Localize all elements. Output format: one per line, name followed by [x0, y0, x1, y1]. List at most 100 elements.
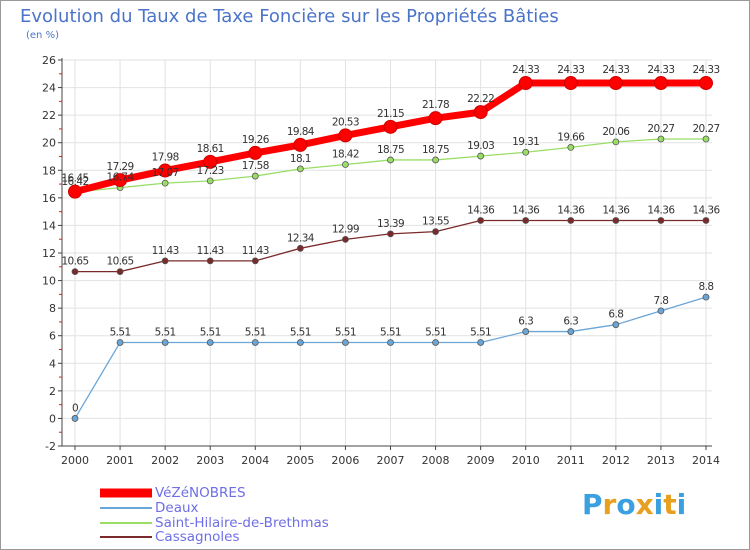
data-label-vezenobres: 17.98: [152, 152, 179, 164]
x-tick-label: 2013: [647, 454, 675, 467]
data-point-deaux: [477, 339, 485, 346]
data-point-cassagnoles: [71, 268, 79, 276]
data-point-cassagnoles: [657, 217, 665, 224]
data-label-vezenobres: 24.33: [692, 64, 719, 76]
data-point-deaux: [657, 307, 665, 315]
data-point-cassagnoles: [296, 244, 304, 252]
data-label-cassagnoles: 14.36: [467, 204, 495, 216]
y-tick-label: 6: [49, 330, 56, 343]
y-tick-label: 10: [42, 275, 56, 288]
data-label-deaux: 0: [72, 402, 78, 414]
x-tick-label: 2007: [377, 454, 405, 467]
x-tick-label: 2002: [151, 454, 179, 467]
x-tick-label: 2012: [602, 454, 630, 467]
data-label-deaux: 5.51: [245, 326, 266, 338]
y-tick-label: -2: [45, 440, 56, 453]
y-tick-label: 22: [42, 109, 56, 122]
x-tick-label: 2001: [106, 454, 134, 467]
data-point-cassagnoles: [387, 230, 394, 238]
data-label-cassagnoles: 13.55: [422, 216, 449, 228]
x-tick-label: 2008: [422, 454, 450, 467]
x-tick-label: 2009: [467, 454, 495, 467]
data-point-vezenobres: [68, 184, 82, 199]
x-tick-label: 2003: [196, 454, 224, 467]
data-point-saint-hilaire: [251, 172, 259, 180]
data-label-saint-hilaire: 20.27: [692, 123, 719, 135]
data-point-deaux: [251, 339, 259, 346]
data-label-saint-hilaire: 20.06: [602, 126, 630, 138]
y-tick-label: 0: [49, 412, 56, 425]
data-point-saint-hilaire: [657, 135, 665, 143]
data-label-deaux: 6.8: [608, 309, 623, 321]
data-point-saint-hilaire: [477, 152, 485, 160]
logo-letter: P: [582, 488, 603, 521]
data-label-saint-hilaire: 16.74: [107, 172, 135, 184]
data-label-deaux: 6.3: [563, 316, 578, 328]
data-label-vezenobres: 20.53: [332, 116, 359, 128]
data-label-vezenobres: 24.33: [602, 64, 629, 76]
data-label-vezenobres: 21.15: [377, 108, 404, 120]
data-label-deaux: 5.51: [425, 326, 446, 338]
data-point-cassagnoles: [612, 217, 620, 224]
data-label-cassagnoles: 14.36: [512, 204, 540, 216]
y-tick-label: 18: [42, 164, 56, 177]
data-point-vezenobres: [293, 137, 308, 152]
x-tick-label: 2010: [512, 454, 540, 467]
data-point-cassagnoles: [251, 257, 259, 265]
data-label-vezenobres: 18.61: [197, 143, 224, 155]
data-label-deaux: 5.51: [155, 326, 176, 338]
data-point-vezenobres: [203, 154, 218, 169]
data-point-saint-hilaire: [296, 165, 304, 173]
data-label-deaux: 5.51: [335, 326, 356, 338]
data-label-cassagnoles: 11.43: [152, 245, 179, 257]
data-point-cassagnoles: [702, 217, 710, 224]
data-point-vezenobres: [113, 173, 128, 188]
x-tick-label: 2006: [331, 454, 359, 467]
data-label-saint-hilaire: 16.42: [61, 176, 88, 188]
data-point-cassagnoles: [477, 217, 485, 224]
data-label-vezenobres: 19.84: [287, 126, 315, 138]
data-label-saint-hilaire: 18.1: [290, 153, 311, 165]
data-point-saint-hilaire: [702, 135, 710, 143]
data-label-deaux: 5.51: [110, 326, 131, 338]
data-label-vezenobres: 24.33: [557, 64, 584, 76]
data-label-cassagnoles: 10.65: [107, 256, 134, 268]
legend-label-deaux: Deaux: [155, 500, 199, 516]
data-label-cassagnoles: 13.39: [377, 218, 404, 230]
x-tick-label: 2000: [61, 454, 89, 467]
data-point-saint-hilaire: [206, 177, 214, 185]
data-label-cassagnoles: 12.99: [332, 223, 359, 235]
data-label-saint-hilaire: 19.66: [557, 131, 585, 143]
data-label-vezenobres: 21.78: [422, 99, 449, 111]
data-point-cassagnoles: [432, 228, 439, 236]
logo-letter: i: [653, 488, 664, 521]
data-point-deaux: [612, 321, 620, 329]
data-label-vezenobres: 16.45: [61, 173, 88, 185]
data-point-vezenobres: [608, 76, 623, 91]
data-point-cassagnoles: [522, 217, 530, 224]
data-point-cassagnoles: [206, 257, 214, 265]
data-label-saint-hilaire: 19.31: [512, 136, 539, 148]
unit-label: (en %): [26, 30, 59, 41]
x-tick-label: 2011: [557, 454, 585, 467]
data-point-deaux: [116, 339, 124, 346]
legend-label-saint-hilaire: Saint-Hilaire-de-Brethmas: [155, 515, 329, 531]
data-point-deaux: [71, 415, 79, 422]
data-point-vezenobres: [518, 76, 533, 91]
data-label-deaux: 5.51: [380, 326, 401, 338]
logo-letter: o: [616, 488, 636, 521]
data-point-cassagnoles: [161, 257, 169, 265]
data-label-deaux: 5.51: [470, 326, 491, 338]
logo-letter: x: [635, 488, 654, 521]
data-label-vezenobres: 17.29: [107, 161, 134, 173]
data-point-deaux: [387, 339, 394, 346]
data-point-vezenobres: [428, 111, 443, 126]
data-point-cassagnoles: [342, 235, 349, 243]
data-point-saint-hilaire: [161, 179, 169, 187]
data-label-cassagnoles: 14.36: [692, 204, 720, 216]
data-point-saint-hilaire: [522, 148, 530, 156]
data-point-deaux: [432, 339, 439, 346]
data-label-cassagnoles: 14.36: [602, 204, 630, 216]
legend-label-cassagnoles: Cassagnoles: [155, 529, 240, 545]
